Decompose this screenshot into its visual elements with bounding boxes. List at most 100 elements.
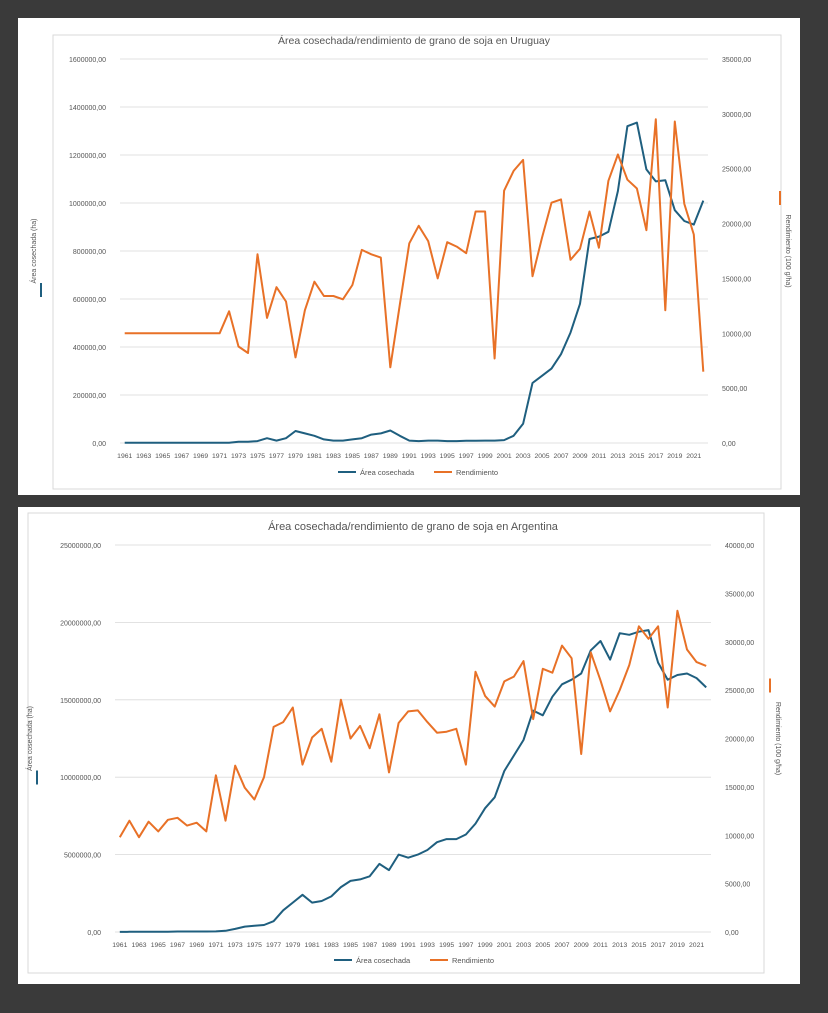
argentina-x-tick-label: 2001: [497, 942, 512, 949]
uruguay-x-tick-label: 1975: [250, 453, 265, 460]
uruguay-y2-axis-title: Rendimiento (100 g/ha): [784, 214, 791, 287]
uruguay-y-tick-label: 1200000,00: [69, 153, 106, 160]
uruguay-x-tick-label: 1993: [421, 453, 436, 460]
argentina-y-tick-label: 10000000,00: [60, 775, 101, 782]
argentina-x-tick-label: 2017: [651, 942, 666, 949]
argentina-chart-frame: [27, 512, 765, 974]
uruguay-x-tick-label: 1989: [383, 453, 398, 460]
uruguay-chart: Área cosechada/rendimiento de grano de s…: [29, 34, 791, 490]
uruguay-x-tick-label: 1977: [269, 453, 284, 460]
uruguay-x-tick-label: 2019: [667, 453, 682, 460]
argentina-y2-tick-label: 30000,00: [725, 640, 754, 647]
uruguay-y-tick-label: 200000,00: [73, 393, 106, 400]
argentina-y2-tick-label: 35000,00: [725, 591, 754, 598]
argentina-x-tick-label: 2015: [631, 942, 646, 949]
uruguay-y-axis-title: Área cosechada (ha): [29, 219, 38, 284]
argentina-x-tick-label: 2021: [689, 942, 704, 949]
argentina-x-tick-label: 1999: [478, 942, 493, 949]
uruguay-legend-label-area: Área cosechada: [360, 468, 415, 477]
uruguay-x-tick-label: 1965: [155, 453, 170, 460]
argentina-legend-label-area: Área cosechada: [356, 956, 411, 965]
uruguay-y2-tick-label: 30000,00: [722, 112, 751, 119]
uruguay-y-tick-label: 600000,00: [73, 297, 106, 304]
argentina-y2-tick-label: 0,00: [725, 930, 739, 937]
uruguay-chart-title: Área cosechada/rendimiento de grano de s…: [278, 34, 551, 47]
uruguay-y2-tick-label: 20000,00: [722, 222, 751, 229]
uruguay-y-tick-label: 1400000,00: [69, 105, 106, 112]
uruguay-x-tick-label: 1983: [326, 453, 341, 460]
uruguay-x-tick-label: 2003: [516, 453, 531, 460]
argentina-x-tick-label: 2003: [516, 942, 531, 949]
argentina-x-tick-label: 1973: [228, 942, 243, 949]
argentina-x-tick-label: 2011: [593, 942, 608, 949]
uruguay-x-tick-label: 1995: [440, 453, 455, 460]
uruguay-x-tick-label: 1981: [307, 453, 322, 460]
argentina-x-tick-label: 1979: [285, 942, 300, 949]
argentina-x-tick-label: 1993: [420, 942, 435, 949]
uruguay-legend-label-yield: Rendimiento: [456, 468, 498, 477]
argentina-chart-title: Área cosechada/rendimiento de grano de s…: [268, 520, 559, 533]
uruguay-chart-panel: Área cosechada/rendimiento de grano de s…: [18, 18, 800, 495]
uruguay-x-tick-label: 2017: [648, 453, 663, 460]
uruguay-series-yield-line: [124, 118, 705, 372]
uruguay-x-tick-label: 1979: [288, 453, 303, 460]
uruguay-x-tick-label: 1985: [345, 453, 360, 460]
argentina-series-yield-line: [118, 609, 707, 839]
argentina-legend-label-yield: Rendimiento: [452, 956, 494, 965]
argentina-y-tick-label: 15000000,00: [60, 698, 101, 705]
argentina-x-tick-label: 2019: [670, 942, 685, 949]
argentina-x-tick-label: 1967: [170, 942, 185, 949]
argentina-x-tick-label: 2009: [574, 942, 589, 949]
uruguay-x-tick-label: 1961: [117, 453, 132, 460]
uruguay-y2-tick-label: 15000,00: [722, 276, 751, 283]
argentina-chart-panel: Área cosechada/rendimiento de grano de s…: [18, 507, 800, 984]
argentina-x-tick-label: 2007: [554, 942, 569, 949]
uruguay-y2-tick-label: 25000,00: [722, 167, 751, 174]
uruguay-chart-frame: [52, 34, 782, 490]
argentina-x-tick-label: 1971: [208, 942, 223, 949]
argentina-x-tick-label: 1983: [324, 942, 339, 949]
uruguay-y2-tick-label: 0,00: [722, 441, 736, 448]
argentina-x-tick-label: 2013: [612, 942, 627, 949]
uruguay-x-tick-label: 1997: [459, 453, 474, 460]
argentina-x-tick-label: 1975: [247, 942, 262, 949]
uruguay-x-tick-label: 2005: [534, 453, 549, 460]
uruguay-x-tick-label: 1963: [136, 453, 151, 460]
argentina-series-area-line: [119, 629, 707, 933]
argentina-y-axis-title: Área cosechada (ha): [25, 706, 34, 771]
uruguay-y2-tick-label: 10000,00: [722, 331, 751, 338]
argentina-x-tick-label: 1961: [112, 942, 127, 949]
uruguay-x-tick-label: 2009: [572, 453, 587, 460]
argentina-x-tick-label: 1981: [305, 942, 320, 949]
argentina-y-tick-label: 20000000,00: [60, 620, 101, 627]
argentina-x-tick-label: 1969: [189, 942, 204, 949]
uruguay-x-tick-label: 2021: [686, 453, 701, 460]
argentina-y-tick-label: 25000000,00: [60, 543, 101, 550]
uruguay-x-tick-label: 2015: [629, 453, 644, 460]
uruguay-x-tick-label: 1969: [193, 453, 208, 460]
argentina-y2-tick-label: 15000,00: [725, 785, 754, 792]
uruguay-x-tick-label: 1973: [231, 453, 246, 460]
uruguay-series-area-line: [124, 121, 705, 444]
uruguay-y-tick-label: 0,00: [92, 441, 106, 448]
uruguay-y-tick-label: 1600000,00: [69, 57, 106, 64]
uruguay-x-tick-label: 1987: [364, 453, 379, 460]
uruguay-y2-tick-label: 5000,00: [722, 386, 747, 393]
argentina-chart: Área cosechada/rendimiento de grano de s…: [25, 512, 781, 974]
argentina-y-tick-label: 5000000,00: [64, 853, 101, 860]
uruguay-y2-tick-label: 35000,00: [722, 57, 751, 64]
uruguay-x-tick-label: 1971: [212, 453, 227, 460]
argentina-y2-tick-label: 20000,00: [725, 737, 754, 744]
argentina-y2-tick-label: 40000,00: [725, 543, 754, 550]
argentina-x-tick-label: 1977: [266, 942, 281, 949]
argentina-x-tick-label: 2005: [535, 942, 550, 949]
uruguay-x-tick-label: 1967: [174, 453, 189, 460]
uruguay-x-tick-label: 1991: [402, 453, 417, 460]
argentina-x-tick-label: 1985: [343, 942, 358, 949]
argentina-y-tick-label: 0,00: [87, 930, 101, 937]
argentina-x-tick-label: 1965: [151, 942, 166, 949]
uruguay-x-tick-label: 2013: [610, 453, 625, 460]
argentina-x-tick-label: 1963: [131, 942, 146, 949]
argentina-y2-tick-label: 10000,00: [725, 833, 754, 840]
argentina-x-tick-label: 1997: [458, 942, 473, 949]
